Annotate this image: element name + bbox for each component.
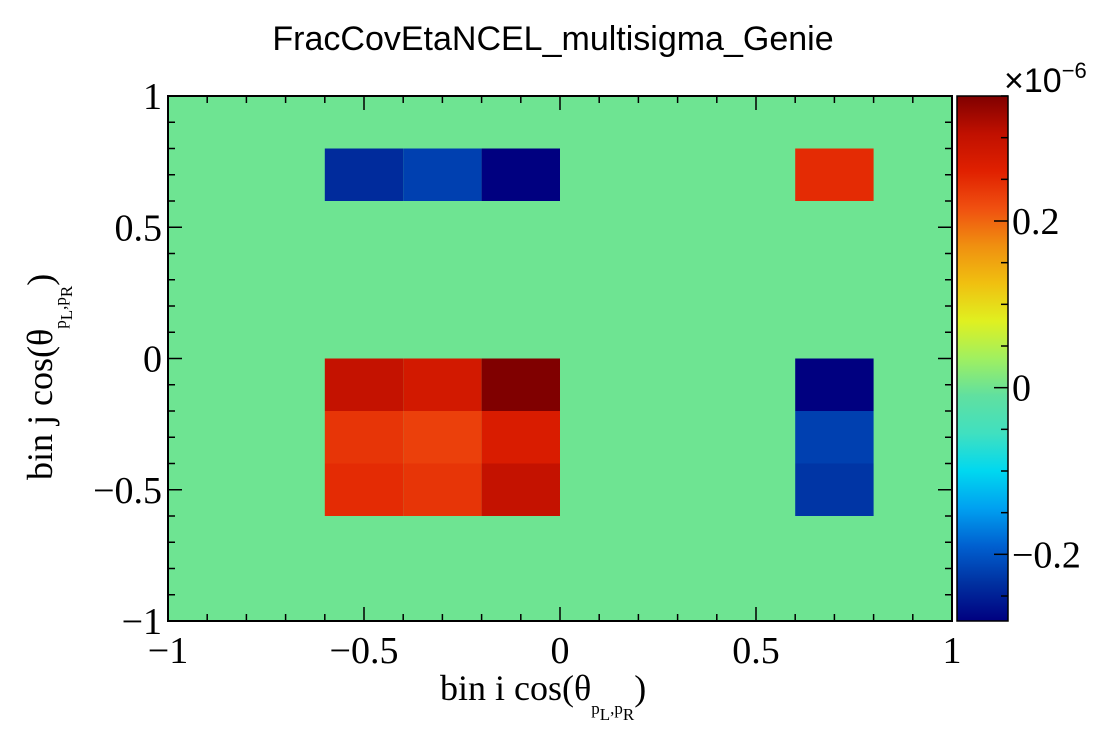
y-axis-ticks: −1 −0.5 0 0.5 1 <box>93 76 952 643</box>
heatmap-cell <box>324 411 404 464</box>
heatmap-cell <box>481 148 560 201</box>
y-axis-label: bin j cos(θpL,pR) <box>20 274 76 480</box>
x-tick-label: 0.5 <box>732 630 780 672</box>
x-tick-label: −0.5 <box>330 630 399 672</box>
y-tick-label: 0 <box>143 339 162 381</box>
colorbar-tick-label: 0.2 <box>1012 201 1060 243</box>
heatmap-cell <box>403 148 482 201</box>
heatmap-cell <box>795 463 874 516</box>
y-tick-label: −0.5 <box>93 470 162 512</box>
colorbar <box>956 95 1009 622</box>
heatmap-cell <box>481 463 560 516</box>
x-tick-label: 0 <box>551 630 570 672</box>
heatmap-cell <box>481 411 560 464</box>
colorbar-tick-label: −0.2 <box>1012 534 1081 576</box>
colorbar-exponent: ×10−6 <box>1004 58 1087 100</box>
y-tick-label: −1 <box>122 601 162 643</box>
colorbar-ticks: −0.2 0 0.2 <box>994 95 1081 597</box>
x-axis-ticks: −1 −0.5 0 0.5 1 <box>148 96 962 672</box>
heatmap-cell <box>795 411 874 464</box>
colorbar-tick-label: 0 <box>1012 368 1031 410</box>
title-box <box>197 10 917 64</box>
heatmap-cell <box>324 358 404 411</box>
y-tick-label: 0.5 <box>115 207 163 249</box>
x-axis-label: bin i cos(θpL,pR) <box>440 668 646 724</box>
heatmap-cell <box>403 411 482 464</box>
heatmap-cell <box>481 358 560 411</box>
heatmap-cells <box>324 148 874 516</box>
x-tick-label: 1 <box>943 630 962 672</box>
y-tick-label: 1 <box>143 76 162 118</box>
heatmap-cell <box>795 148 874 201</box>
heatmap-cell <box>324 148 404 201</box>
chart-title: FracCovEtaNCEL_multisigma_Genie <box>272 20 833 58</box>
heatmap-cell <box>324 463 404 516</box>
x-tick-label: −1 <box>148 630 188 672</box>
heatmap-cell <box>795 358 874 411</box>
heatmap-cell <box>403 463 482 516</box>
heatmap-cell <box>403 358 482 411</box>
